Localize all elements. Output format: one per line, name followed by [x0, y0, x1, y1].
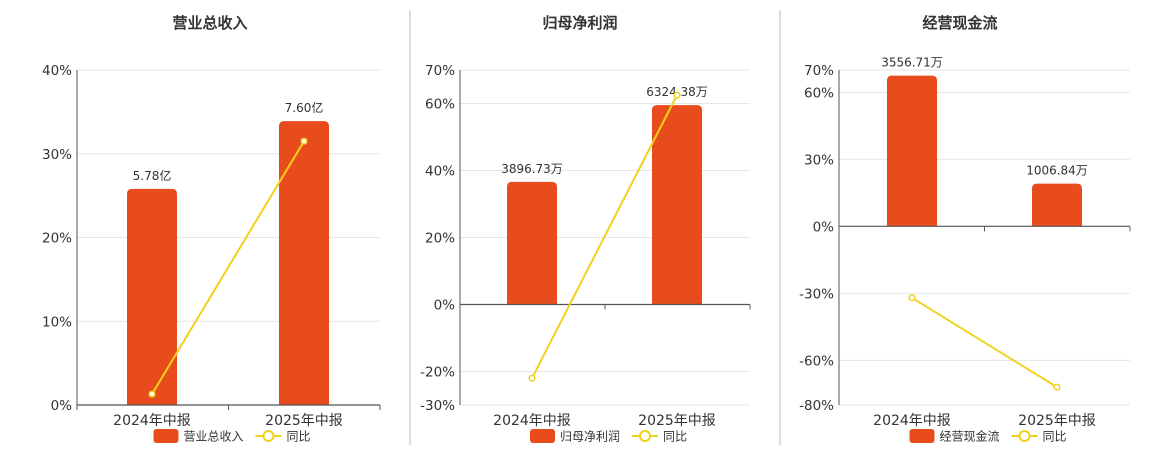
x-category-label: 2024年中报: [873, 413, 951, 429]
yoy-line: [151, 140, 305, 395]
chart-title: 归母净利润: [542, 14, 617, 32]
bar-value-label: 5.78亿: [133, 168, 172, 183]
yoy-point: [300, 137, 308, 145]
x-category-label: 2024年中报: [493, 413, 571, 429]
legend-line-marker: [639, 430, 651, 442]
y-tick-label: 40%: [42, 63, 72, 79]
y-tick-label: 60%: [425, 97, 455, 113]
yoy-line: [911, 296, 1058, 388]
y-tick-label: 30%: [804, 152, 834, 168]
y-tick-label: 20%: [42, 231, 72, 247]
bar-2: [1032, 183, 1082, 227]
y-tick-label: 0%: [813, 219, 835, 235]
x-category-label: 2025年中报: [265, 413, 343, 429]
bar-1: [887, 75, 937, 227]
x-category-label: 2024年中报: [113, 413, 191, 429]
chart-title: 经营现金流: [922, 14, 997, 32]
chart-panel-3: 经营现金流 70% 60% 30% 0% -30% -60% -80% 3556.71万 1006…: [799, 14, 1131, 444]
yoy-point: [1053, 383, 1061, 391]
yoy-point: [148, 390, 156, 398]
y-tick-label: 40%: [425, 164, 455, 180]
legend-bar-swatch: [909, 429, 935, 443]
x-category-label: 2025年中报: [638, 413, 716, 429]
bar-value-label: 1006.84万: [1026, 164, 1088, 178]
y-tick-label: -20%: [420, 365, 455, 381]
yoy-point: [673, 91, 681, 99]
y-tick-label: -30%: [799, 286, 834, 302]
yoy-point: [528, 374, 536, 382]
bar-value-label: 3556.71万: [881, 56, 943, 70]
bar-2: [279, 121, 329, 406]
chart-title: 营业总收入: [172, 14, 247, 32]
chart-panel-1: 营业总收入 40% 30% 20% 10% 0% 5.78亿 7.60亿 2024年中报 2025…: [42, 14, 381, 444]
y-tick-label: 30%: [42, 147, 72, 163]
y-tick-label: 20%: [425, 231, 455, 247]
bar-2: [652, 105, 702, 305]
legend-line-marker: [1018, 430, 1031, 442]
bar-value-label: 7.60亿: [285, 100, 324, 115]
legend-line-label: 同比: [663, 430, 687, 444]
legend-bar-swatch: [153, 429, 179, 443]
bar-1: [507, 181, 557, 305]
legend-line-label: 同比: [287, 430, 311, 444]
y-tick-label: 70%: [425, 63, 455, 79]
y-tick-label: 70%: [804, 63, 834, 79]
legend-bar-swatch: [530, 429, 555, 443]
y-tick-label: 0%: [434, 298, 456, 314]
yoy-point: [908, 294, 916, 302]
y-tick-label: 60%: [804, 85, 834, 101]
bar-1: [127, 188, 177, 405]
chart-panel-2: 归母净利润70%60%40%20%0%-20%-30%3896.73万6324.…: [420, 14, 751, 444]
legend-line-label: 同比: [1043, 430, 1067, 444]
bar-value-label: 3896.73万: [501, 162, 563, 176]
legend-bar-label: 经营现金流: [940, 429, 1000, 444]
legend-bar-label: 归母净利润: [560, 430, 620, 444]
legend-line-marker: [262, 430, 275, 442]
x-category-label: 2025年中报: [1018, 413, 1096, 429]
yoy-line: [531, 94, 678, 379]
legend-bar-label: 营业总收入: [184, 430, 244, 444]
y-tick-label: -30%: [420, 398, 455, 414]
y-tick-label: -80%: [799, 398, 834, 414]
y-tick-label: -60%: [799, 353, 834, 369]
y-tick-label: 0%: [51, 398, 73, 414]
y-tick-label: 10%: [42, 314, 72, 330]
